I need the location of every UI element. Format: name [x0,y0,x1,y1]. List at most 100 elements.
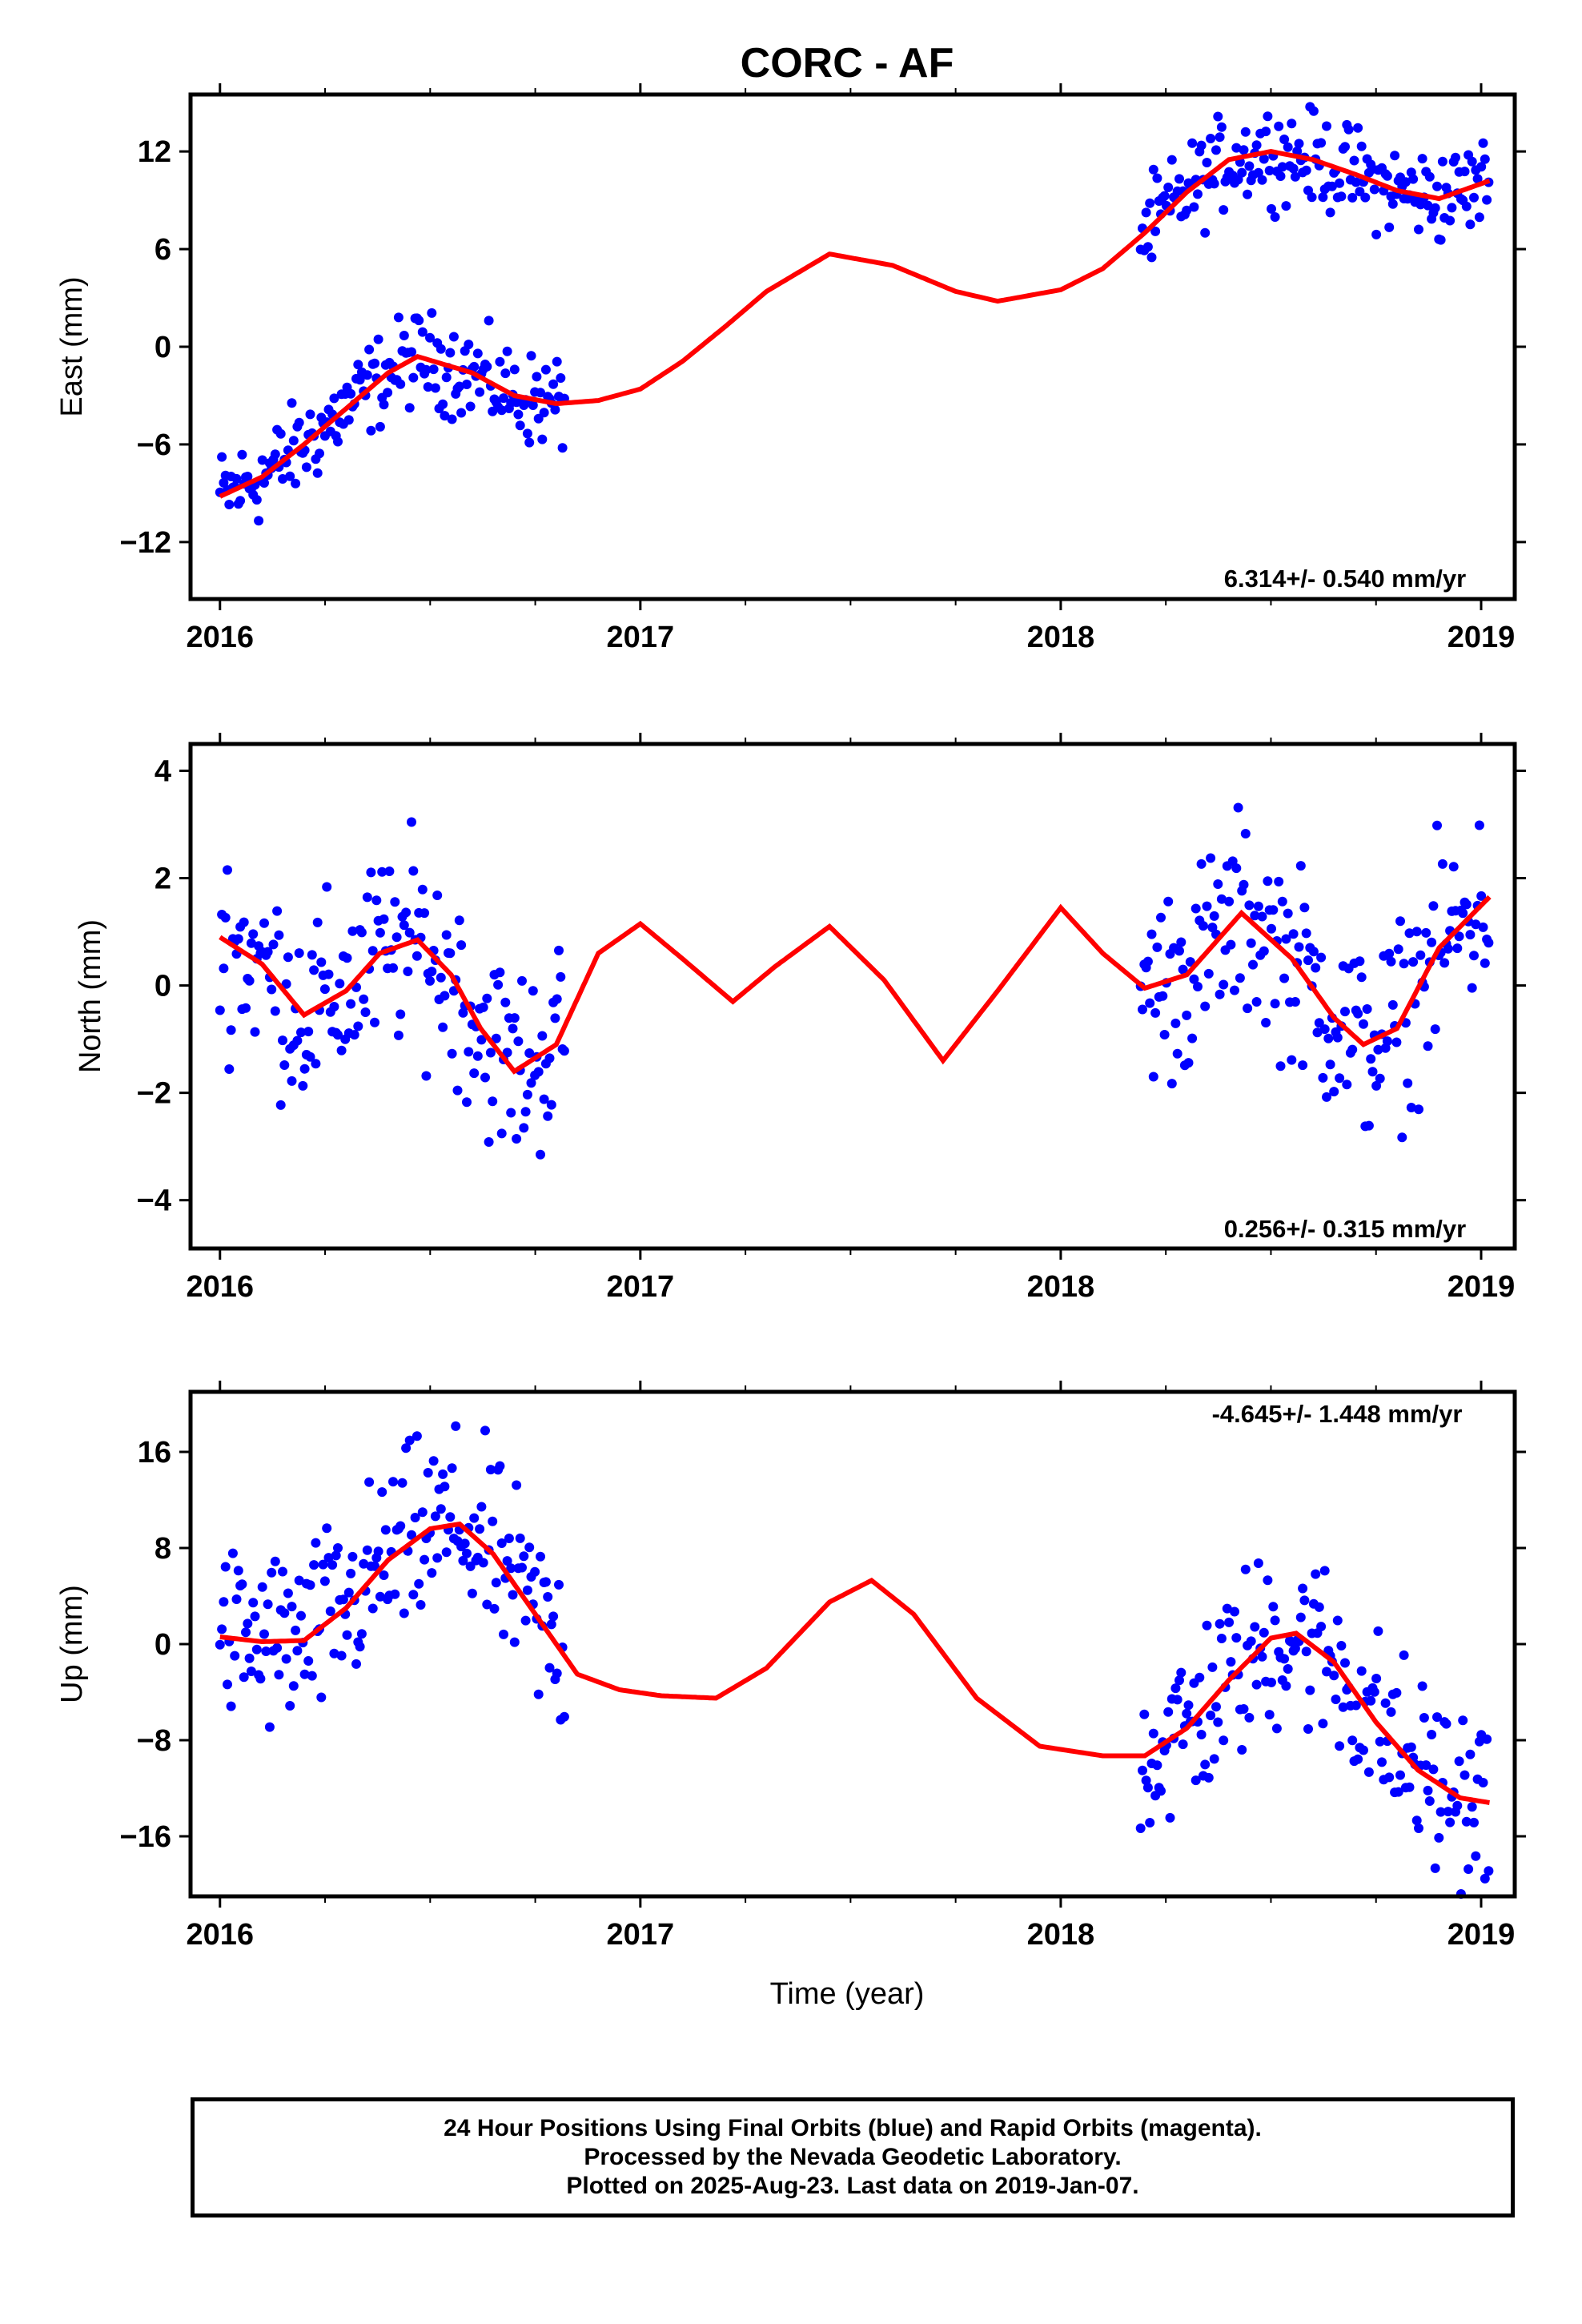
up-obs-point [1322,1667,1331,1677]
up-obs-point [215,1639,225,1650]
up-obs-point [1178,1739,1188,1750]
up-obs-point [1191,1775,1201,1786]
up-obs-point [1480,1873,1490,1884]
up-obs-point [274,1670,284,1680]
north-obs-point [375,927,385,938]
up-x-tick-label: 2017 [607,1918,675,1952]
north-obs-point [279,1060,290,1070]
up-obs-point [559,1711,569,1722]
east-obs-point [1400,177,1411,187]
up-obs-point [1478,1778,1488,1787]
up-obs-point [407,1530,416,1540]
north-obs-point [294,948,304,959]
north-obs-point [528,986,538,996]
up-obs-point [420,1554,430,1565]
up-obs-point [1206,1711,1216,1720]
north-obs-point [388,963,398,973]
east-obs-point [224,500,235,509]
north-obs-point [1314,1018,1324,1028]
up-obs-point [1145,1818,1155,1827]
east-obs-point [1174,174,1184,184]
east-obs-point [1142,242,1153,252]
east-obs-point [305,409,315,420]
north-obs-point [329,1002,339,1011]
north-obs-point [1335,1073,1345,1084]
chart-title: CORC - AF [741,40,954,86]
north-obs-point [1474,820,1484,830]
north-obs-point [224,1064,235,1074]
north-obs-point [1239,879,1249,890]
up-obs-point [1224,1617,1235,1627]
north-obs-point [309,965,319,975]
up-obs-point [283,1588,293,1598]
east-obs-point [1267,203,1276,214]
up-obs-point [351,1659,361,1669]
north-obs-point [1163,896,1174,907]
up-obs-point [1183,1700,1194,1711]
north-obs-point [1257,911,1267,922]
north-obs-point [292,1035,303,1046]
north-plot-frame [188,742,1517,1251]
east-obs-point [1424,171,1435,182]
up-obs-point [1421,1760,1431,1771]
east-observations [215,102,1494,526]
up-obs-point [1138,1765,1147,1775]
east-obs-point [1261,127,1271,137]
east-obs-point [1307,192,1317,203]
up-obs-point [1316,1622,1327,1632]
up-obs-point [267,1567,277,1578]
caption-line-2: Processed by the Nevada Geodetic Laborat… [584,2144,1122,2170]
up-obs-point [508,1590,518,1600]
north-obs-point [299,1063,310,1074]
north-obs-point [1176,937,1186,947]
north-obs-point [533,1067,544,1077]
east-obs-point [294,417,304,428]
up-x-tick-label: 2019 [1447,1918,1516,1952]
north-obs-point [346,999,356,1009]
north-obs-point [441,930,452,940]
north-obs-point [1384,948,1395,959]
up-obs-point [1216,1634,1227,1643]
up-obs-point [230,1651,240,1661]
east-obs-point [502,346,512,356]
north-obs-point [1397,1132,1407,1143]
up-obs-point [414,1578,424,1589]
north-obs-point [476,1035,487,1045]
up-obs-point [1351,1700,1361,1711]
up-obs-point [1332,1615,1343,1626]
up-obs-point [305,1580,315,1590]
up-obs-point [375,1591,385,1602]
north-obs-point [495,967,505,978]
north-obs-point [517,975,527,986]
up-obs-point [1163,1707,1174,1717]
up-obs-point [544,1663,555,1673]
up-obs-point [1338,1702,1348,1712]
up-obs-point [292,1646,303,1656]
north-obs-point [1248,959,1258,970]
up-x-tick-label: 2018 [1027,1918,1095,1952]
east-obs-point [366,425,376,436]
north-obs-point [1230,985,1239,995]
east-obs-point [399,331,409,340]
north-obs-point [360,1007,371,1017]
north-obs-point [462,1097,472,1108]
east-obs-point [1209,179,1219,189]
east-obs-point [448,332,459,342]
east-obs-point [1435,235,1446,245]
north-obs-point [316,957,327,967]
north-obs-point [1235,973,1245,983]
east-obs-point [1308,106,1319,116]
up-obs-point [264,1722,275,1732]
east-obs-point [1219,205,1229,215]
north-obs-point [303,1027,314,1037]
north-obs-point [508,1023,518,1034]
north-obs-point [491,1033,501,1043]
east-obs-point [472,348,483,359]
east-obs-point [440,411,450,421]
up-obs-point [1263,1575,1273,1586]
north-obs-point [379,914,389,924]
up-obs-point [1411,1815,1422,1826]
east-x-tick-label: 2018 [1027,621,1095,654]
north-obs-point [546,1100,556,1110]
east-obs-point [1189,202,1199,212]
